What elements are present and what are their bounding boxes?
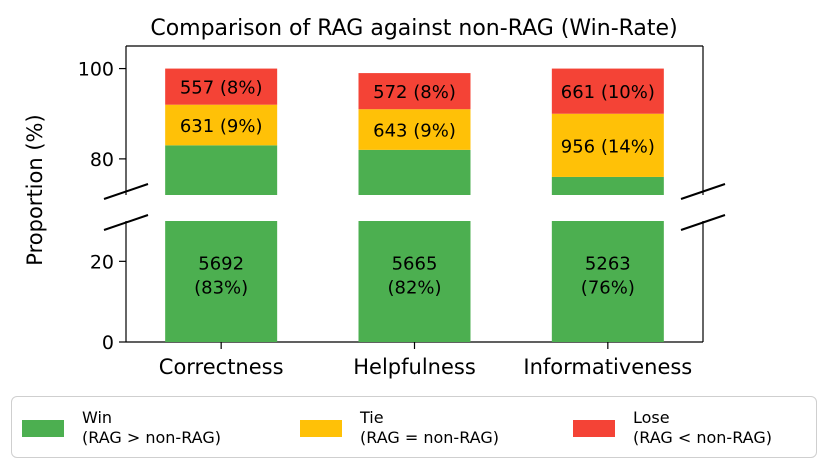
bar-win-lower — [165, 221, 278, 342]
bar-win-upper — [551, 176, 664, 195]
y-axis-label: Proportion (%) — [23, 114, 47, 265]
bar-label-win: (76%) — [581, 278, 635, 299]
x-tick-label: Correctness — [159, 355, 284, 379]
legend-item-win: Win (RAG > non-RAG) — [22, 397, 221, 459]
legend-desc-lose: (RAG < non-RAG) — [633, 428, 772, 447]
legend-label-tie: Tie — [360, 408, 384, 427]
bar-tie-upper — [165, 104, 278, 146]
bars — [165, 68, 664, 342]
bar-win-lower — [551, 221, 664, 342]
legend-desc-win: (RAG > non-RAG) — [82, 428, 221, 447]
bar-tie-upper — [358, 109, 471, 150]
legend-desc-tie: (RAG = non-RAG) — [360, 428, 499, 447]
bar-label-win: 5665 — [392, 254, 438, 275]
bar-label-win: (82%) — [387, 278, 441, 299]
x-ticks: Correctness Helpfulness Informativeness — [159, 342, 692, 379]
legend-text-win: Win (RAG > non-RAG) — [82, 408, 221, 448]
bar-label-win: 5263 — [585, 254, 631, 275]
legend-text-tie: Tie (RAG = non-RAG) — [360, 408, 499, 448]
x-tick-label: Helpfulness — [353, 355, 476, 379]
legend-text-lose: Lose (RAG < non-RAG) — [633, 408, 772, 448]
legend-swatch-lose — [573, 419, 615, 437]
bar-label-lose: 557 (8%) — [180, 78, 263, 99]
axis-break-marks — [103, 183, 726, 231]
y-tick-label: 80 — [90, 149, 114, 171]
y-tick-label: 20 — [90, 251, 114, 273]
bar-label-tie: 956 (14%) — [561, 136, 655, 157]
bar-tie-upper — [551, 113, 664, 177]
break-mark-right-lower — [680, 214, 726, 231]
y-tick-label: 100 — [78, 59, 114, 81]
bar-label-win: (83%) — [194, 278, 248, 299]
break-mark-left-upper — [103, 183, 149, 200]
y-tick-label: 0 — [102, 332, 114, 354]
bar-label-lose: 572 (8%) — [373, 82, 456, 103]
break-mark-right-upper — [680, 183, 726, 200]
x-tick-label: Informativeness — [523, 355, 692, 379]
bar-win-upper — [358, 149, 471, 195]
bar-win-lower — [358, 221, 471, 342]
legend-label-lose: Lose — [633, 408, 670, 427]
chart-title: Comparison of RAG against non-RAG (Win-R… — [150, 16, 677, 41]
bar-lose-upper — [551, 68, 664, 114]
bar-label-tie: 631 (9%) — [180, 116, 263, 137]
legend-item-lose: Lose (RAG < non-RAG) — [573, 397, 772, 459]
bar-label-win: 5692 — [198, 254, 244, 275]
legend: Win (RAG > non-RAG) Tie (RAG = non-RAG) … — [11, 396, 817, 458]
legend-swatch-tie — [300, 419, 342, 437]
bar-label-tie: 643 (9%) — [373, 121, 456, 142]
legend-swatch-win — [22, 419, 64, 437]
break-mark-left-lower — [103, 214, 149, 231]
bar-lose-upper — [358, 73, 471, 110]
bar-label-lose: 661 (10%) — [561, 82, 655, 103]
chart: Comparison of RAG against non-RAG (Win-R… — [23, 16, 726, 379]
legend-item-tie: Tie (RAG = non-RAG) — [300, 397, 499, 459]
upper-axes — [125, 45, 704, 195]
bar-win-upper — [165, 145, 278, 195]
bar-lose-upper — [165, 68, 278, 105]
bar-labels: 5692 (83%) 631 (9%) 557 (8%) 5665 (82%) 643 (9… — [180, 78, 655, 299]
legend-label-win: Win — [82, 408, 113, 427]
y-ticks: 0 20 80 100 — [78, 59, 126, 354]
